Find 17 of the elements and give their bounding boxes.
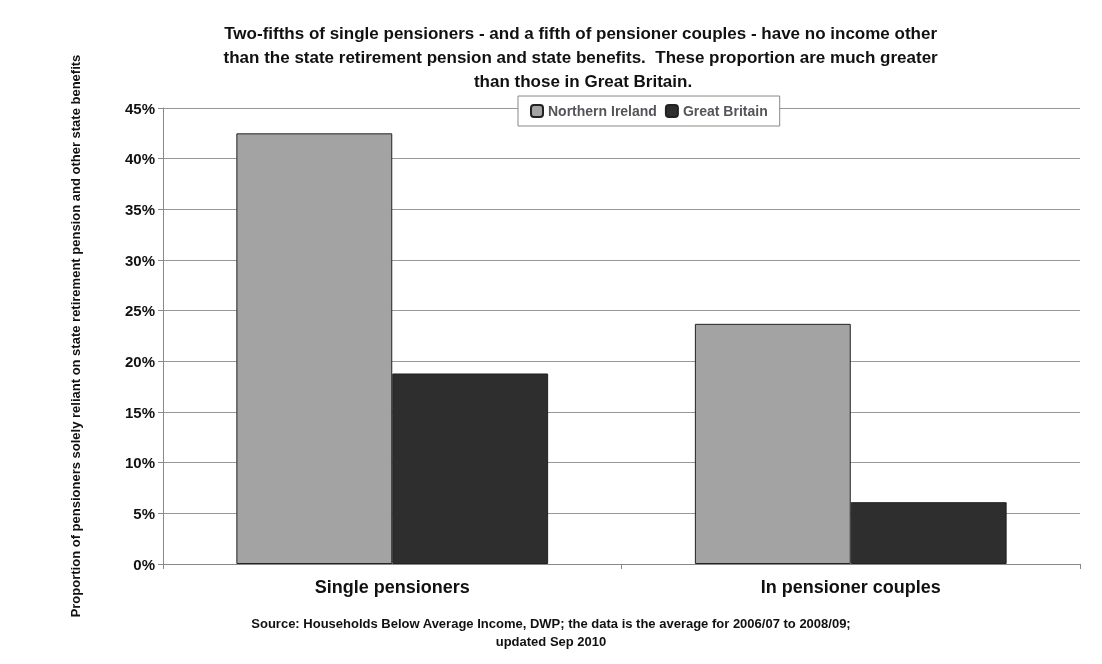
y-tick-label: 35% xyxy=(124,200,155,218)
legend-label: Northern Ireland xyxy=(548,103,657,119)
y-tick-label: 30% xyxy=(124,251,155,269)
y-axis-title: Proportion of pensioners solely reliant on state retirement pension and other state benefits xyxy=(67,54,83,618)
x-tick-label: Single pensioners xyxy=(314,577,470,597)
y-tick-label: 15% xyxy=(124,403,155,421)
y-tick-label: 25% xyxy=(124,302,155,320)
y-tick-label: 40% xyxy=(124,150,155,168)
chart-title: Two-fifths of single pensioners - and a fifth of pensioner couples - have no income other than the state retirement pension and state benefits. These proportion are much greater than those in Great Britain. xyxy=(223,23,943,91)
y-tick-label: 45% xyxy=(124,99,155,117)
y-tick-label: 20% xyxy=(124,352,155,370)
y-tick-label: 10% xyxy=(124,454,155,472)
y-tick-label: 0% xyxy=(133,555,155,573)
legend-label: Great Britain xyxy=(682,103,768,119)
x-tick-label: In pensioner couples xyxy=(760,577,941,597)
y-tick-label: 5% xyxy=(133,504,155,522)
source-note: Source: Households Below Average Income, DWP; the data is the average for 2006/07 to 2008/09; updated Sep 2010 xyxy=(251,615,851,649)
